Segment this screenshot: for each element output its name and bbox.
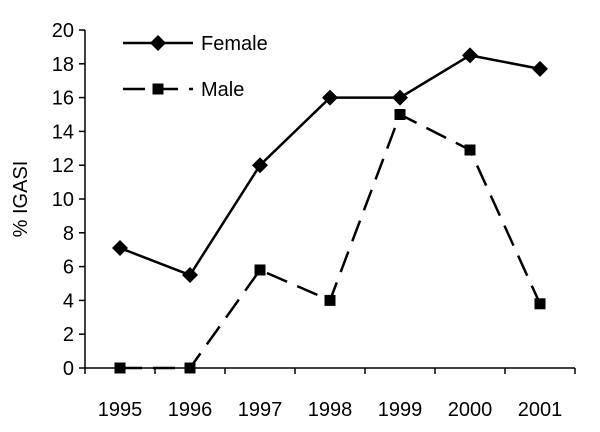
legend: Female Male [123,33,268,101]
x-tick-label: 2001 [518,399,563,421]
y-tick-label: 18 [52,54,74,76]
y-tick-label: 8 [63,223,74,245]
series-layer [112,47,548,374]
x-tick-label: 1996 [168,399,213,421]
series-female [112,47,548,284]
series-line-female [119,54,541,277]
x-tick-label: 1999 [378,399,423,421]
y-tick-label: 10 [52,189,74,211]
x-tick-label: 1997 [238,399,283,421]
y-tick-label: 0 [63,358,74,380]
data-point-female [182,267,198,284]
data-point-male [394,109,406,120]
y-tick-label: 2 [63,324,74,346]
data-point-male [254,264,266,276]
data-point-female [392,89,408,106]
data-point-female [532,60,548,77]
legend-marker-female [150,35,166,51]
legend-label-female: Female [201,33,268,55]
data-point-female [322,89,338,106]
x-tick-label: 2000 [448,399,493,421]
data-point-male [534,298,546,310]
x-tick-label: 1998 [308,399,353,421]
legend-marker-male [152,83,164,95]
y-tick-label: 14 [52,121,74,143]
legend-item-male: Male [123,79,244,101]
data-point-female [252,157,268,174]
y-tick-label: 16 [52,88,74,110]
data-point-male [464,144,476,156]
y-tick-label: 20 [52,20,74,42]
series-line-male [120,112,542,370]
data-point-male [184,362,196,374]
y-ticks: 0 2 4 6 8 10 12 14 16 18 20 [52,20,85,380]
y-axis-title: % IGASI [10,161,32,238]
data-point-male [114,362,126,374]
y-tick-label: 12 [52,155,74,177]
data-point-female [462,47,478,64]
y-tick-label: 6 [63,257,74,279]
legend-label-male: Male [201,79,244,101]
data-point-male [324,294,336,306]
y-tick-label: 4 [63,290,74,312]
data-point-female [112,240,128,257]
x-ticks: 1995 1996 1997 1998 1999 2000 2001 [84,368,576,421]
axes [84,30,575,369]
series-male [114,109,546,374]
legend-item-female: Female [123,33,268,55]
x-tick-label: 1995 [98,399,143,421]
